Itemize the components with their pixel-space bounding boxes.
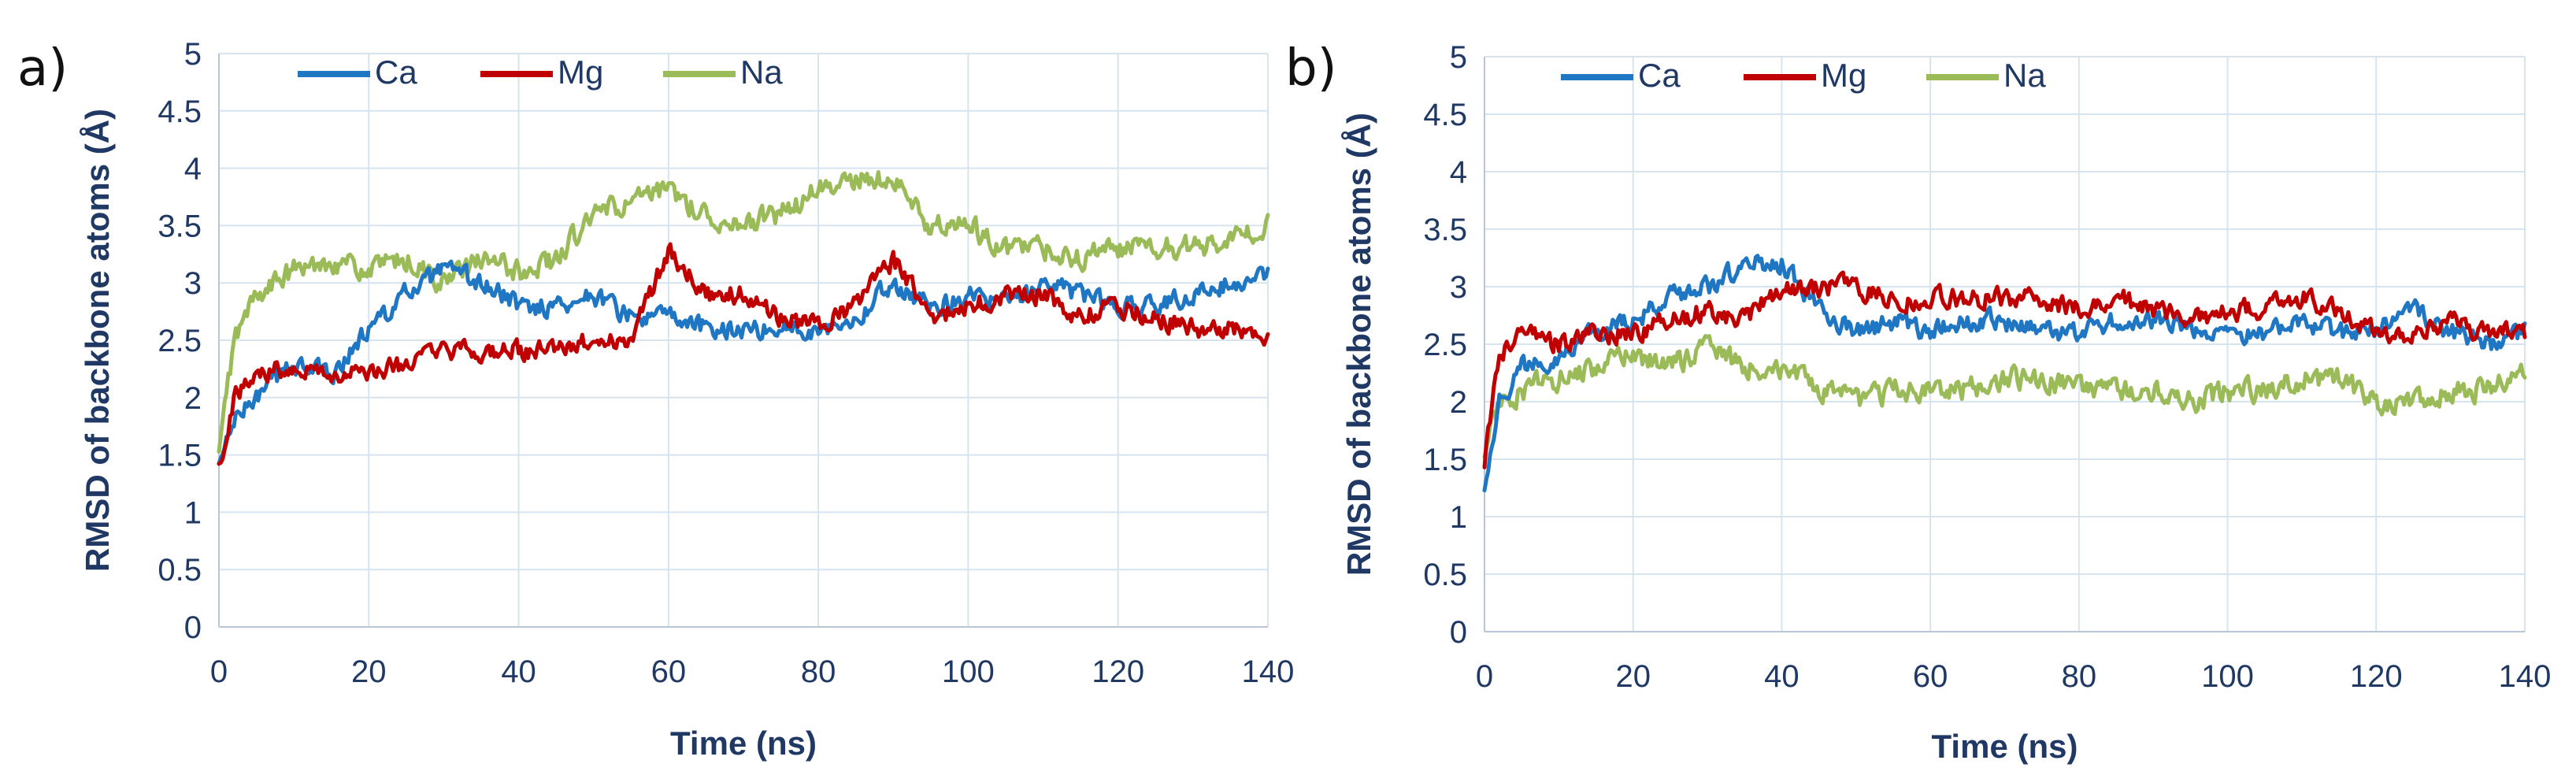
legend-label-mg: Mg: [1821, 57, 1866, 94]
legend-label-na: Na: [740, 54, 783, 91]
y-tick-label: 2.5: [158, 324, 202, 358]
y-tick-label: 4: [1450, 155, 1467, 190]
y-tick-label: 5: [184, 37, 202, 72]
y-tick-label: 4: [184, 152, 202, 187]
x-tick-label: 40: [1764, 659, 1799, 694]
y-tick-label: 3: [1450, 270, 1467, 305]
y-tick-label: 1.5: [158, 439, 202, 473]
series-line-mg: [1482, 270, 2527, 469]
y-tick-label: 2: [1450, 385, 1467, 420]
chart-panel-b: b) 0 0.5 1 1.5 2 2.5 3 3.5 4 4.5 5 0 20 40 60 80 100 120 14…: [1285, 39, 2551, 765]
x-tick-label: 0: [1476, 659, 1493, 694]
x-tick-label: 80: [801, 654, 836, 689]
y-tick-label: 3.5: [1423, 213, 1467, 247]
y-tick-label: 0: [1450, 615, 1467, 650]
chart-panel-a: a) 0 0.5 1 1.5 2 2.5 3 3.5 4 4.5 5 0 20 40 60 80 100 120 14…: [17, 37, 1294, 762]
x-tick-label: 120: [2350, 659, 2403, 694]
x-tick-label: 60: [1913, 659, 1948, 694]
series-line-na: [1482, 334, 2527, 459]
x-tick-label: 80: [2062, 659, 2097, 694]
y-tick-label: 3.5: [158, 209, 202, 243]
y-tick-label: 2.5: [1423, 328, 1467, 362]
legend-label-mg: Mg: [558, 54, 603, 91]
y-tick-label: 1: [184, 495, 202, 530]
x-tick-label: 20: [351, 654, 387, 689]
series-line-na: [217, 170, 1270, 454]
x-tick-label: 40: [501, 654, 536, 689]
legend-label-na: Na: [2003, 57, 2046, 94]
x-tick-label: 100: [2201, 659, 2254, 694]
series-line-ca: [217, 259, 1270, 466]
legend-label-ca: Ca: [1638, 57, 1681, 94]
x-tick-label: 0: [210, 654, 228, 689]
x-tick-label: 140: [2499, 659, 2552, 694]
y-tick-label: 2: [184, 381, 202, 416]
series-line-mg: [217, 242, 1270, 466]
x-tick-label: 20: [1615, 659, 1651, 694]
y-tick-label: 4.5: [1423, 98, 1467, 132]
y-tick-label: 1: [1450, 500, 1467, 535]
series-line-ca: [1482, 254, 2527, 493]
x-tick-label: 120: [1092, 654, 1144, 689]
x-axis-title: Time (ns): [670, 725, 817, 762]
panel-label: a): [17, 39, 68, 98]
panel-label: b): [1285, 39, 1337, 98]
legend-label-ca: Ca: [375, 54, 417, 91]
x-tick-label: 140: [1242, 654, 1295, 689]
x-axis-title: Time (ns): [1932, 728, 2078, 765]
x-tick-label: 60: [651, 654, 687, 689]
y-tick-label: 4.5: [158, 95, 202, 129]
y-tick-label: 5: [1450, 40, 1467, 75]
y-tick-label: 0.5: [1423, 558, 1467, 592]
x-tick-label: 100: [942, 654, 995, 689]
y-tick-label: 0.5: [158, 553, 202, 588]
y-axis-title: RMSD of backbone atoms (Å): [79, 109, 116, 572]
y-axis-title: RMSD of backbone atoms (Å): [1340, 113, 1377, 576]
y-tick-label: 0: [184, 610, 202, 645]
y-tick-label: 1.5: [1423, 443, 1467, 477]
y-tick-label: 3: [184, 266, 202, 301]
